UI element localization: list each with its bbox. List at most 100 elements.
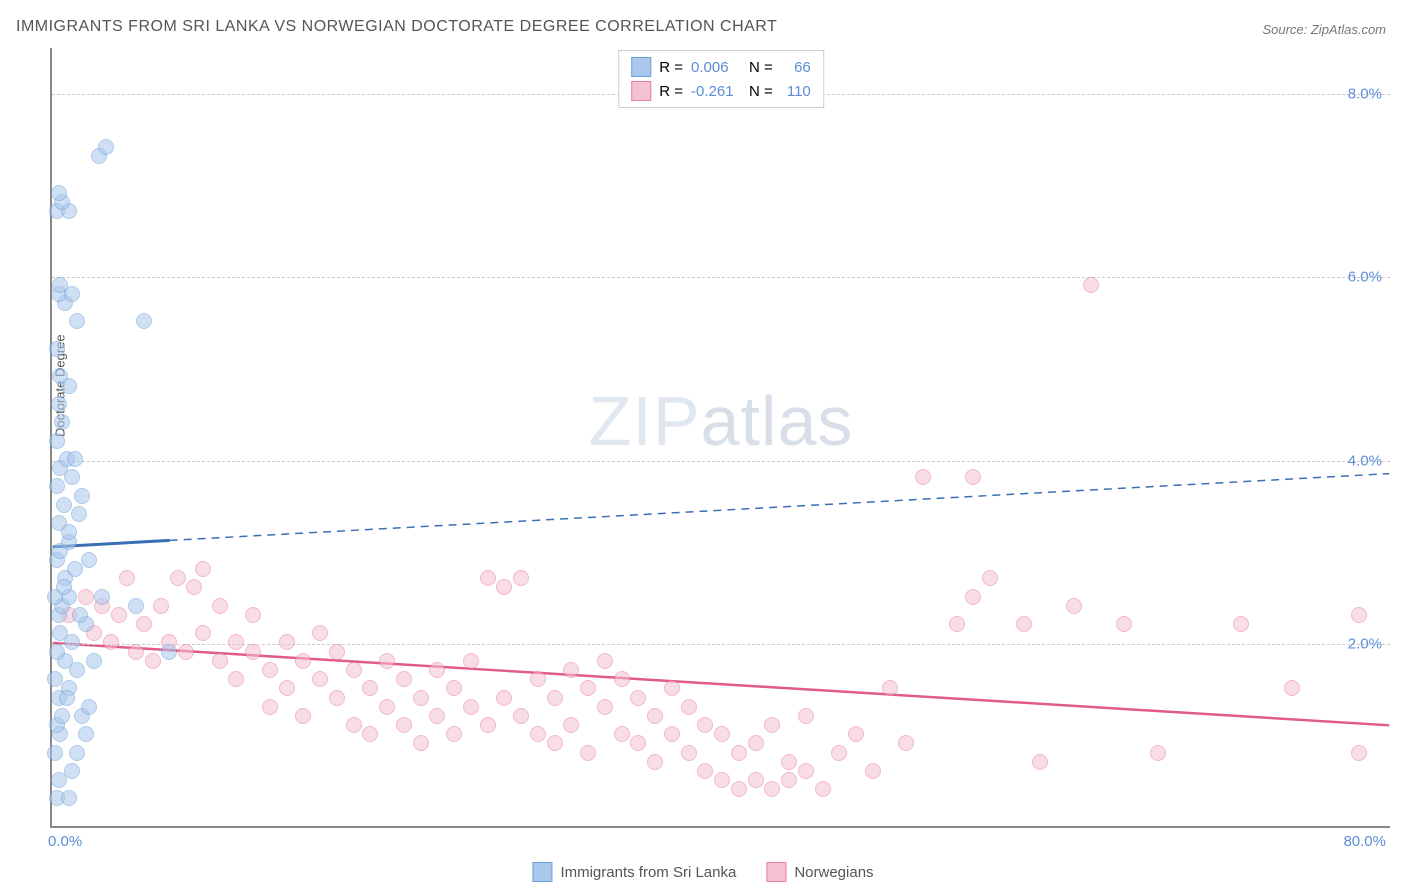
scatter-point (78, 589, 94, 605)
scatter-point (1351, 607, 1367, 623)
scatter-point (1083, 277, 1099, 293)
scatter-point (1066, 598, 1082, 614)
scatter-point (54, 414, 70, 430)
y-tick: 2.0% (1348, 636, 1382, 653)
scatter-point (67, 451, 83, 467)
scatter-point (262, 662, 278, 678)
scatter-point (329, 690, 345, 706)
n-label: N = (749, 59, 773, 76)
scatter-point (446, 726, 462, 742)
source-attribution: Source: ZipAtlas.com (1262, 22, 1386, 37)
scatter-point (614, 726, 630, 742)
scatter-point (815, 781, 831, 797)
scatter-point (513, 570, 529, 586)
legend-label-b: Norwegians (794, 864, 873, 881)
scatter-point (136, 616, 152, 632)
r-value-a: 0.006 (691, 59, 741, 76)
scatter-point (69, 745, 85, 761)
scatter-point (781, 754, 797, 770)
scatter-point (312, 625, 328, 641)
scatter-point (262, 699, 278, 715)
scatter-point (69, 313, 85, 329)
scatter-point (195, 561, 211, 577)
scatter-point (59, 690, 75, 706)
scatter-point (547, 735, 563, 751)
scatter-point (764, 717, 780, 733)
scatter-point (49, 644, 65, 660)
scatter-point (379, 653, 395, 669)
scatter-point (49, 433, 65, 449)
watermark-bold: ZIP (589, 382, 701, 460)
scatter-point (49, 341, 65, 357)
watermark: ZIPatlas (589, 381, 854, 461)
scatter-point (103, 634, 119, 650)
scatter-point (647, 754, 663, 770)
scatter-point (47, 671, 63, 687)
scatter-point (81, 699, 97, 715)
scatter-point (51, 396, 67, 412)
scatter-point (295, 653, 311, 669)
scatter-point (52, 277, 68, 293)
gridline (52, 277, 1390, 278)
scatter-point (186, 579, 202, 595)
scatter-point (764, 781, 780, 797)
y-tick: 8.0% (1348, 85, 1382, 102)
scatter-point (128, 598, 144, 614)
swatch-b (631, 81, 651, 101)
scatter-point (1150, 745, 1166, 761)
scatter-point (279, 634, 295, 650)
legend-swatch-a (532, 862, 552, 882)
scatter-point (245, 644, 261, 660)
scatter-point (831, 745, 847, 761)
scatter-point (279, 680, 295, 696)
n-label: N = (749, 83, 773, 100)
scatter-point (86, 653, 102, 669)
scatter-point (697, 763, 713, 779)
scatter-point (78, 726, 94, 742)
scatter-point (98, 139, 114, 155)
scatter-point (597, 699, 613, 715)
trend-lines-svg (52, 48, 1390, 826)
scatter-point (56, 579, 72, 595)
scatter-point (496, 690, 512, 706)
scatter-point (614, 671, 630, 687)
r-label: R = (659, 59, 683, 76)
n-value-b: 110 (781, 83, 811, 100)
scatter-point (346, 717, 362, 733)
legend-swatch-b (766, 862, 786, 882)
scatter-point (1016, 616, 1032, 632)
scatter-point (413, 735, 429, 751)
scatter-point (295, 708, 311, 724)
scatter-point (882, 680, 898, 696)
legend-item-a: Immigrants from Sri Lanka (532, 862, 736, 882)
scatter-point (64, 763, 80, 779)
scatter-point (362, 680, 378, 696)
scatter-point (429, 662, 445, 678)
scatter-point (563, 662, 579, 678)
scatter-point (664, 726, 680, 742)
scatter-point (630, 690, 646, 706)
scatter-point (136, 313, 152, 329)
scatter-point (714, 726, 730, 742)
scatter-point (56, 497, 72, 513)
scatter-point (798, 708, 814, 724)
scatter-point (530, 726, 546, 742)
y-tick: 4.0% (1348, 452, 1382, 469)
scatter-point (1284, 680, 1300, 696)
r-value-b: -0.261 (691, 83, 741, 100)
legend-row-b: R = -0.261 N = 110 (631, 79, 811, 103)
scatter-point (71, 506, 87, 522)
scatter-point (848, 726, 864, 742)
gridline (52, 461, 1390, 462)
x-tick-right: 80.0% (1343, 833, 1386, 850)
scatter-point (153, 598, 169, 614)
scatter-point (748, 735, 764, 751)
scatter-point (1233, 616, 1249, 632)
scatter-point (898, 735, 914, 751)
scatter-point (496, 579, 512, 595)
scatter-point (212, 653, 228, 669)
scatter-point (530, 671, 546, 687)
scatter-point (228, 671, 244, 687)
scatter-point (245, 607, 261, 623)
scatter-point (74, 488, 90, 504)
